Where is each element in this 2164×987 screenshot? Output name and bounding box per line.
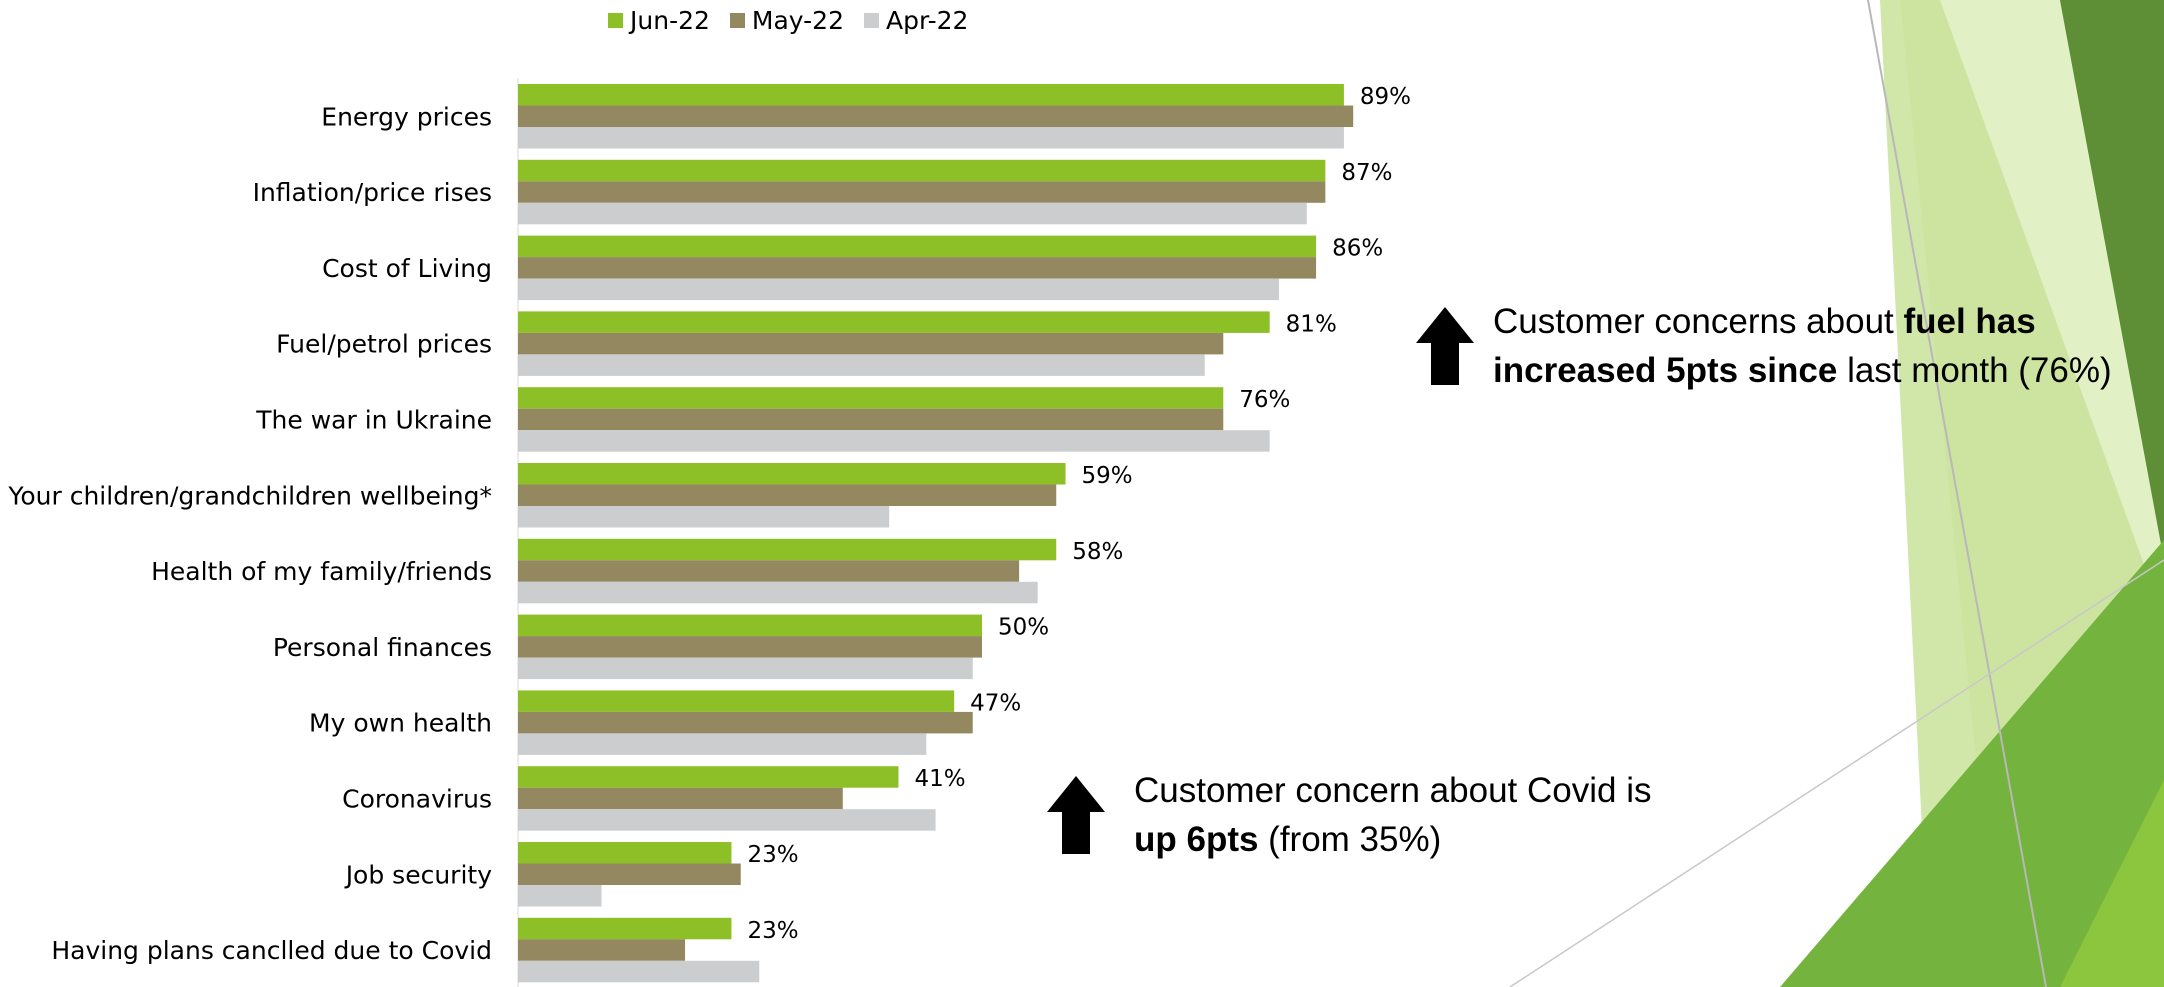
data-label: 41%: [914, 766, 965, 792]
bar-jun-22: [518, 159, 1326, 182]
category-label: Fuel/petrol prices: [276, 330, 492, 359]
data-label: 86%: [1332, 236, 1383, 262]
annotation-covid: Customer concern about Covid is up 6pts …: [1134, 766, 1694, 864]
legend-item-may: May-22: [729, 5, 844, 35]
category-label: Your children/grandchildren wellbeing*: [7, 481, 492, 510]
annotation-covid-post: (from 35%): [1258, 820, 1442, 859]
bar-apr-22: [518, 733, 927, 755]
category-label: Energy prices: [321, 102, 492, 131]
bar-apr-22: [518, 430, 1270, 452]
legend-swatch-jun: [608, 12, 623, 28]
bar-may-22: [518, 408, 1224, 431]
data-label: 87%: [1341, 160, 1392, 186]
data-label: 89%: [1360, 84, 1411, 110]
bar-may-22: [518, 636, 982, 658]
bar-may-22: [518, 484, 1057, 506]
annotation-fuel-post: last month (76%): [1837, 351, 2112, 390]
deco-triangle-bottom-bright: [2060, 780, 2164, 987]
bar-apr-22: [518, 127, 1344, 149]
category-label: Job security: [344, 860, 493, 889]
category-label: My own health: [309, 709, 492, 738]
data-label: 81%: [1286, 311, 1337, 337]
arrow-up-icon: [1416, 307, 1474, 385]
data-label: 47%: [970, 690, 1021, 716]
bar-may-22: [518, 181, 1326, 203]
annotation-fuel: Customer concerns about fuel has increas…: [1493, 297, 2164, 395]
chart-legend: Jun-22 May-22 Apr-22: [608, 4, 968, 36]
bar-jun-22: [518, 387, 1224, 409]
annotation-fuel-pre: Customer concerns about: [1493, 302, 1904, 341]
deco-triangle-bottom: [1780, 540, 2164, 987]
annotation-covid-bold: up 6pts: [1134, 820, 1259, 859]
annotation-covid-pre: Customer concern about Covid is: [1134, 771, 1652, 810]
bar-may-22: [518, 939, 686, 961]
bar-apr-22: [518, 657, 973, 680]
category-label: Personal finances: [273, 633, 492, 662]
legend-label-jun: Jun-22: [630, 5, 710, 35]
bar-apr-22: [518, 202, 1307, 225]
bar-apr-22: [518, 809, 936, 831]
bar-jun-22: [518, 463, 1066, 485]
arrow-up-icon: [1047, 776, 1105, 854]
data-label: 23%: [747, 842, 798, 868]
bar-apr-22: [518, 581, 1038, 604]
deco-triangle-dark: [2060, 0, 2164, 560]
data-label: 76%: [1239, 387, 1290, 413]
bar-jun-22: [518, 690, 955, 712]
deco-line-1: [1867, 0, 2047, 987]
bar-apr-22: [518, 506, 890, 528]
data-label: 59%: [1082, 463, 1133, 489]
bar-jun-22: [518, 917, 732, 940]
bar-may-22: [518, 257, 1317, 279]
category-label: Cost of Living: [322, 254, 492, 283]
bar-may-22: [518, 787, 843, 810]
legend-item-jun: Jun-22: [608, 6, 710, 35]
bar-apr-22: [518, 960, 760, 983]
category-label: Having plans canclled due to Covid: [51, 936, 492, 965]
bar-apr-22: [518, 885, 602, 907]
deco-line-2: [1509, 559, 2164, 987]
legend-swatch-apr: [863, 12, 879, 28]
bar-jun-22: [518, 311, 1270, 333]
data-label: 50%: [998, 615, 1049, 641]
bar-jun-22: [518, 235, 1317, 258]
bar-jun-22: [518, 766, 899, 788]
bar-apr-22: [518, 354, 1205, 376]
legend-label-apr: Apr-22: [885, 5, 969, 35]
legend-item-apr: Apr-22: [863, 5, 969, 35]
data-label: 58%: [1072, 539, 1123, 565]
bar-jun-22: [518, 538, 1057, 561]
bar-may-22: [518, 560, 1020, 582]
bar-jun-22: [518, 842, 732, 864]
category-label: The war in Ukraine: [255, 405, 492, 434]
bar-may-22: [518, 105, 1354, 127]
annotation-fuel-bold: fuel has increased 5pts since: [1493, 302, 2036, 390]
bar-may-22: [518, 711, 973, 734]
bar-jun-22: [518, 84, 1344, 106]
bar-may-22: [518, 332, 1224, 355]
legend-swatch-may: [729, 12, 745, 28]
category-label: Inflation/price rises: [253, 178, 492, 207]
bar-apr-22: [518, 278, 1279, 301]
category-label: Health of my family/friends: [151, 557, 492, 586]
bar-may-22: [518, 863, 741, 885]
category-label: Coronavirus: [342, 784, 492, 813]
bar-jun-22: [518, 614, 982, 637]
legend-label-may: May-22: [751, 5, 844, 35]
data-label: 23%: [747, 918, 798, 944]
